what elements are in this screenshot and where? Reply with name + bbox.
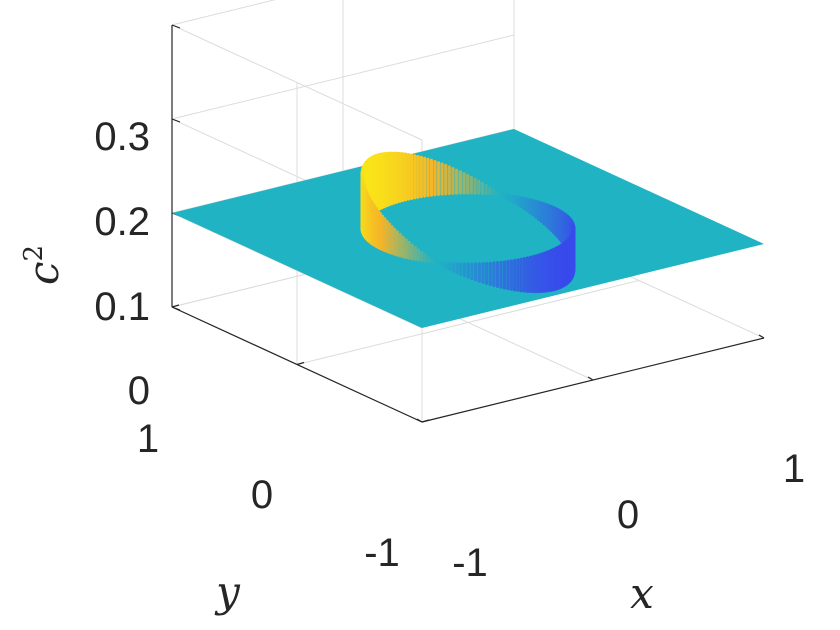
y-tick-mark-0 [421,419,430,423]
x-tick-mark-2 [758,334,765,339]
svg-text:c2: c2 [19,245,68,285]
floor-gridline-y-1 [296,280,640,365]
surface-plane [172,129,764,328]
y-axis-label: y [214,567,241,616]
y-tick-label-minus1: -1 [364,531,400,575]
x-tick-label-minus1: -1 [452,541,488,585]
z-axis-label: c2 [19,245,68,285]
z-tick-label-0: 0 [128,369,150,413]
z-tick-mark-0 [171,306,181,311]
y-tick-mark-2 [171,304,180,308]
z-tick-label-3: 0.3 [94,115,150,159]
y-tick-label-0: 0 [251,473,273,517]
x-tick-label-1: 1 [783,447,805,491]
axes [171,24,765,423]
y-tick-label-1: 1 [137,417,159,461]
back-wall-gridline-z-3 [171,0,276,26]
x-tick-mark-1 [587,376,594,381]
x-tick-label-0: 0 [617,493,639,537]
surface [172,129,764,328]
z-tick-mark-3 [171,24,181,29]
z-tick-mark-2 [171,118,181,123]
z-tick-label-2: 0.2 [94,200,150,244]
y-tick-mark-1 [296,361,305,366]
x-axis-label: x [630,569,654,618]
x-tick-mark-0 [416,418,423,423]
z-tick-label-1: 0.1 [94,285,150,329]
